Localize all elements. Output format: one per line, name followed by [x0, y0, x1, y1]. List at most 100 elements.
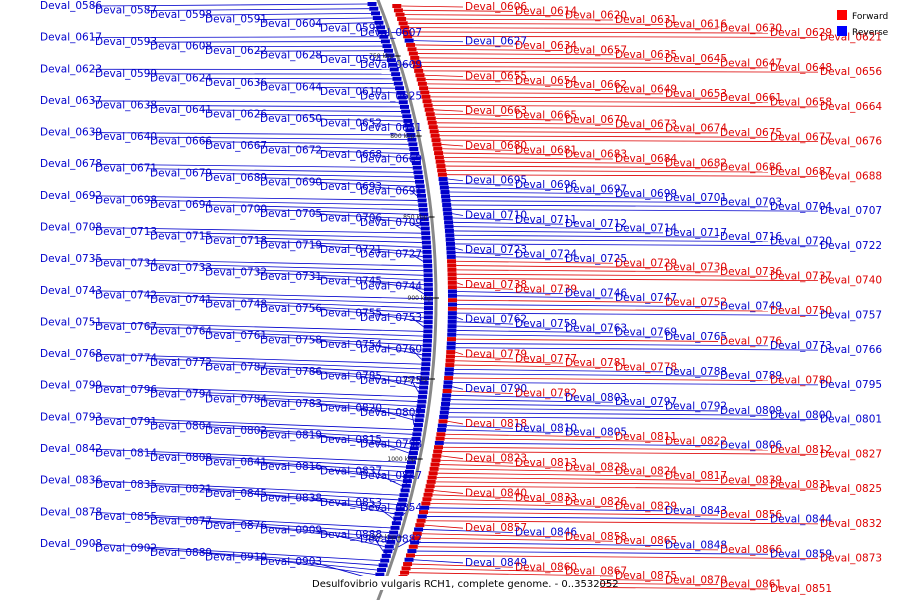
gene-feature-reverse[interactable]	[375, 572, 385, 577]
gene-feature-reverse[interactable]	[447, 293, 457, 298]
gene-label-forward[interactable]: Deval_0857	[465, 522, 527, 534]
gene-feature-forward[interactable]	[421, 94, 431, 99]
gene-label-forward[interactable]: Deval_0776	[720, 335, 782, 347]
gene-feature-forward[interactable]	[447, 285, 457, 290]
gene-feature-forward[interactable]	[393, 8, 403, 13]
gene-feature-reverse[interactable]	[447, 324, 457, 329]
gene-feature-reverse[interactable]	[423, 329, 433, 334]
gene-label-reverse[interactable]: Deval_0721	[320, 244, 382, 256]
gene-feature-reverse[interactable]	[374, 20, 384, 25]
gene-feature-reverse[interactable]	[380, 39, 390, 44]
gene-feature-reverse[interactable]	[395, 86, 405, 91]
gene-label-forward[interactable]: Deval_0635	[615, 49, 677, 61]
gene-feature-forward[interactable]	[400, 570, 410, 575]
gene-label-reverse[interactable]: Deval_0748	[205, 298, 267, 310]
gene-label-forward[interactable]: Deval_0826	[565, 496, 627, 508]
gene-feature-reverse[interactable]	[423, 306, 433, 311]
gene-feature-reverse[interactable]	[420, 376, 430, 381]
gene-feature-forward[interactable]	[434, 151, 444, 156]
gene-label-reverse[interactable]: Deval_0786	[260, 366, 322, 378]
gene-feature-forward[interactable]	[447, 259, 457, 264]
gene-label-forward[interactable]: Deval_0647	[720, 57, 782, 69]
gene-feature-forward[interactable]	[429, 129, 439, 134]
gene-label-reverse[interactable]: Deval_0733	[150, 262, 212, 274]
gene-label-reverse[interactable]: Deval_0690	[260, 176, 322, 188]
gene-feature-reverse[interactable]	[380, 558, 390, 563]
gene-label-forward[interactable]: Deval_0663	[465, 105, 527, 117]
gene-label-reverse[interactable]: Deval_0799	[40, 380, 102, 392]
gene-feature-forward[interactable]	[416, 77, 426, 82]
gene-feature-reverse[interactable]	[402, 114, 412, 119]
gene-feature-reverse[interactable]	[418, 390, 428, 395]
gene-label-reverse[interactable]: Deval_0793	[40, 411, 102, 423]
gene-label-reverse[interactable]: Deval_0639	[40, 127, 102, 139]
gene-label-reverse[interactable]: Deval_0751	[40, 316, 102, 328]
gene-feature-forward[interactable]	[411, 536, 421, 541]
gene-label-reverse[interactable]: Deval_0758	[260, 335, 322, 347]
gene-feature-forward[interactable]	[423, 103, 433, 108]
gene-label-reverse[interactable]: Deval_0741	[150, 294, 212, 306]
gene-label-forward[interactable]: Deval_0661	[720, 92, 782, 104]
gene-label-reverse[interactable]: Deval_0816	[260, 461, 322, 473]
gene-feature-reverse[interactable]	[423, 296, 433, 301]
gene-feature-reverse[interactable]	[422, 245, 432, 250]
gene-label-reverse[interactable]: Deval_0745	[320, 276, 382, 288]
gene-label-reverse[interactable]: Deval_0672	[260, 145, 322, 157]
gene-label-forward[interactable]: Deval_0681	[515, 144, 577, 156]
gene-label-reverse[interactable]: Deval_0709	[360, 217, 422, 229]
gene-feature-reverse[interactable]	[372, 16, 382, 21]
gene-label-reverse[interactable]: Deval_0732	[205, 267, 267, 279]
gene-feature-reverse[interactable]	[412, 432, 422, 437]
gene-label-reverse[interactable]: Deval_0624	[150, 72, 212, 84]
gene-feature-reverse[interactable]	[399, 493, 409, 498]
gene-feature-reverse[interactable]	[388, 62, 398, 67]
gene-feature-forward[interactable]	[444, 376, 454, 381]
gene-feature-reverse[interactable]	[447, 319, 457, 324]
gene-feature-reverse[interactable]	[383, 48, 393, 53]
gene-label-reverse[interactable]: Deval_0878	[40, 506, 102, 518]
gene-label-reverse[interactable]: Deval_0766	[820, 344, 882, 356]
gene-label-reverse[interactable]: Deval_0706	[320, 212, 382, 224]
gene-label-reverse[interactable]: Deval_0731	[260, 271, 322, 283]
gene-label-reverse[interactable]: Deval_0636	[205, 77, 267, 89]
gene-feature-reverse[interactable]	[418, 203, 428, 208]
gene-feature-reverse[interactable]	[445, 237, 455, 242]
gene-label-forward[interactable]: Deval_0677	[770, 131, 832, 143]
gene-label-reverse[interactable]: Deval_0807	[360, 407, 422, 419]
gene-label-reverse[interactable]: Deval_0773	[770, 340, 832, 352]
gene-label-forward[interactable]: Deval_0870	[665, 574, 727, 586]
gene-label-reverse[interactable]: Deval_0699	[615, 188, 677, 200]
gene-label-forward[interactable]: Deval_0662	[565, 79, 627, 91]
gene-feature-reverse[interactable]	[446, 345, 456, 350]
gene-feature-reverse[interactable]	[410, 151, 420, 156]
gene-label-reverse[interactable]: Deval_0759	[515, 318, 577, 330]
gene-label-forward[interactable]: Deval_0828	[565, 461, 627, 473]
gene-label-reverse[interactable]: Deval_0695	[465, 175, 527, 187]
gene-label-forward[interactable]: Deval_0616	[665, 18, 727, 30]
gene-feature-forward[interactable]	[408, 51, 418, 56]
gene-feature-reverse[interactable]	[440, 190, 450, 195]
gene-feature-reverse[interactable]	[403, 474, 413, 479]
gene-label-forward[interactable]: Deval_0740	[820, 275, 882, 287]
gene-label-reverse[interactable]: Deval_0815	[320, 434, 382, 446]
gene-label-reverse[interactable]: Deval_0700	[205, 203, 267, 215]
gene-feature-reverse[interactable]	[442, 202, 452, 207]
gene-label-reverse[interactable]: Deval_0704	[770, 201, 832, 213]
gene-feature-forward[interactable]	[403, 562, 413, 567]
gene-feature-reverse[interactable]	[401, 483, 411, 488]
gene-feature-reverse[interactable]	[446, 250, 456, 255]
gene-feature-forward[interactable]	[426, 479, 436, 484]
gene-feature-reverse[interactable]	[437, 423, 447, 428]
gene-label-reverse[interactable]: Deval_0593	[95, 36, 157, 48]
gene-label-forward[interactable]: Deval_0649	[615, 84, 677, 96]
gene-feature-reverse[interactable]	[410, 540, 420, 545]
gene-feature-reverse[interactable]	[400, 488, 410, 493]
gene-feature-reverse[interactable]	[423, 292, 433, 296]
gene-feature-forward[interactable]	[445, 358, 455, 363]
gene-feature-reverse[interactable]	[423, 273, 433, 278]
gene-label-forward[interactable]: Deval_0824	[615, 466, 677, 478]
gene-feature-reverse[interactable]	[371, 11, 381, 16]
gene-label-forward[interactable]: Deval_0614	[515, 5, 577, 17]
gene-feature-reverse[interactable]	[409, 446, 419, 451]
gene-label-reverse[interactable]: Deval_0764	[150, 325, 212, 337]
